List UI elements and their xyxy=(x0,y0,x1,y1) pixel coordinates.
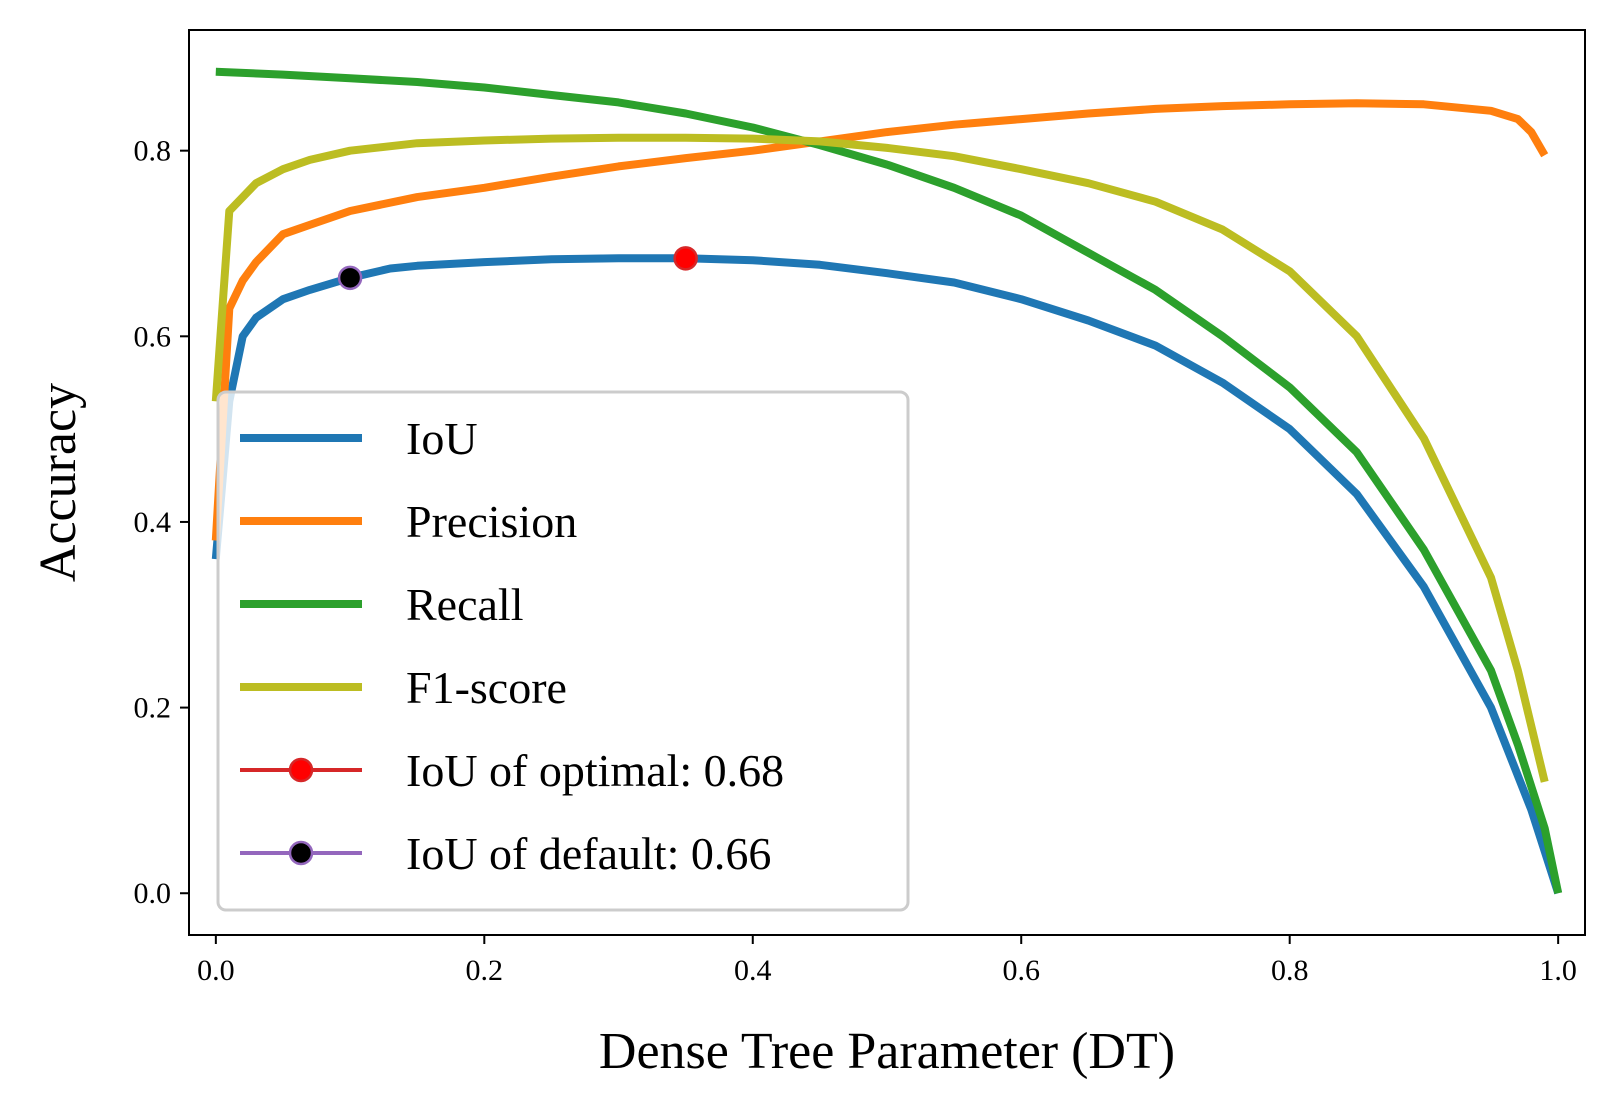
series-layer xyxy=(211,67,1563,895)
series-line-recall xyxy=(215,67,1563,895)
marker-iou-of-default-0-66 xyxy=(337,265,363,291)
legend-label: F1-score xyxy=(406,662,567,713)
legend-item-iou-of-optimal-0-68: IoU of optimal: 0.68 xyxy=(240,745,784,796)
legend-item-recall: Recall xyxy=(240,579,524,630)
plot-frame xyxy=(188,29,1586,936)
x-tick-label: 1.0 xyxy=(1539,954,1577,987)
y-tick-label: 0.6 xyxy=(134,320,172,353)
x-tick-label: 0.0 xyxy=(197,954,235,987)
plot-area xyxy=(188,29,1586,936)
marker-layer xyxy=(337,246,698,291)
series-line-f1-score xyxy=(211,133,1549,783)
y-tick-label: 0.4 xyxy=(134,506,172,539)
x-tick-label: 0.8 xyxy=(1271,954,1309,987)
legend-label: Recall xyxy=(406,579,524,630)
legend-item-iou-of-default-0-66: IoU of default: 0.66 xyxy=(240,828,771,879)
y-tick-label: 0.2 xyxy=(134,692,172,725)
legend-item-iou: IoU xyxy=(240,413,478,464)
legend-label: IoU xyxy=(406,413,478,464)
x-tick-label: 0.4 xyxy=(734,954,772,987)
legend-label: IoU of default: 0.66 xyxy=(406,828,771,879)
x-tick-label: 0.2 xyxy=(466,954,504,987)
marker-iou-of-optimal-0-68 xyxy=(673,246,698,271)
legend-label: IoU of optimal: 0.68 xyxy=(406,745,784,796)
legend-box xyxy=(216,390,910,912)
legend-marker xyxy=(288,757,314,783)
y-axis: 0.0 0.2 0.4 0.6 0.8 xyxy=(134,135,189,910)
legend-marker xyxy=(288,840,314,866)
x-tick-label: 0.6 xyxy=(1002,954,1040,987)
legend-label: Precision xyxy=(406,496,577,547)
legend: IoU Precision Recall F1-score IoU of optimal… xyxy=(216,390,910,912)
y-axis-title: Accuracy xyxy=(30,383,87,582)
x-axis: 0.0 0.2 0.4 0.6 0.8 1.0 xyxy=(197,935,1577,987)
legend-item-precision: Precision xyxy=(240,496,577,547)
x-axis-title: Dense Tree Parameter (DT) xyxy=(599,1023,1175,1080)
series-line-iou xyxy=(211,254,1563,895)
legend-item-f1-score: F1-score xyxy=(240,662,567,713)
y-tick-label: 0.0 xyxy=(134,877,172,910)
y-tick-label: 0.8 xyxy=(134,135,172,168)
